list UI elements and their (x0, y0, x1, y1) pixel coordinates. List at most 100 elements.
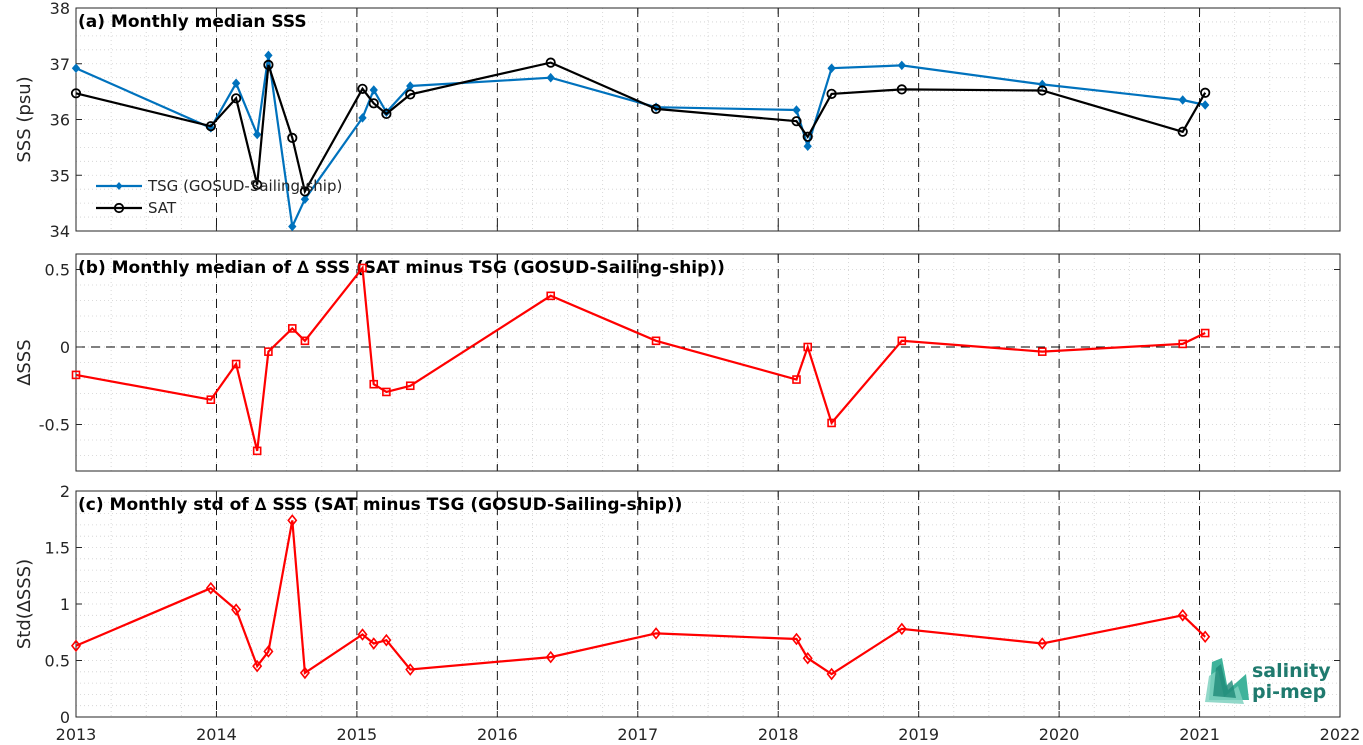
data-point (263, 59, 274, 70)
data-point (1200, 328, 1210, 338)
panel-b-delta-sss: -0.5 0 0.5 ∆SSS (b) Monthly median of ∆ SSS … (14, 253, 1341, 472)
y-tick-label: 0 (60, 338, 70, 357)
data-point (1177, 609, 1188, 622)
y-tick-label: 0 (60, 708, 70, 727)
data-point (791, 116, 802, 127)
y-tick-label: 34 (50, 222, 70, 241)
data-point (827, 63, 836, 73)
salinity-pi-mep-logo: salinity pi-mep (1205, 658, 1331, 704)
data-point (231, 78, 241, 89)
x-tick-label: 2014 (196, 725, 237, 744)
data-point (827, 418, 836, 428)
x-tick-label: 2018 (758, 725, 799, 744)
logo-line1: salinity (1252, 660, 1331, 682)
data-point (368, 637, 379, 650)
data-point (405, 381, 415, 391)
data-point (288, 221, 297, 232)
y-tick-label: 1.5 (45, 539, 70, 558)
y-axis-label: SSS (psu) (14, 76, 35, 162)
y-tick-label: 1 (60, 595, 70, 614)
data-point (381, 108, 392, 120)
x-tick-label: 2017 (617, 725, 658, 744)
data-point (71, 370, 81, 380)
data-point (803, 141, 812, 152)
logo-waves-icon (1205, 658, 1249, 704)
legend-label: SAT (148, 199, 177, 217)
y-tick-label: 2 (60, 482, 70, 501)
x-tick-label: 2015 (337, 725, 378, 744)
data-point (382, 387, 391, 397)
data-point (205, 581, 216, 595)
y-tick-label: 0.5 (45, 261, 70, 280)
series-line (75, 265, 1206, 452)
panel-title: (b) Monthly median of ∆ SSS (SAT minus T… (78, 258, 725, 278)
data-point (896, 84, 907, 95)
y-axis-label: ∆SSS (14, 339, 35, 386)
data-point (1037, 85, 1048, 96)
y-tick-label: -0.5 (39, 416, 70, 435)
data-point (264, 347, 273, 356)
data-point (826, 667, 837, 681)
data-point (231, 359, 241, 369)
data-point (1201, 100, 1210, 110)
legend: TSG (GOSUD-Sailing-ship) SAT (96, 177, 342, 217)
data-point (651, 627, 662, 640)
x-tick-label: 2020 (1039, 725, 1080, 744)
data-point (896, 622, 907, 636)
legend-label: TSG (GOSUD-Sailing-ship) (147, 177, 342, 195)
data-point (300, 336, 310, 346)
data-point (299, 666, 310, 680)
series-line (75, 520, 1206, 676)
data-point (1037, 347, 1047, 356)
data-point (802, 131, 813, 142)
x-tick-label: 2021 (1179, 725, 1220, 744)
data-point (1037, 637, 1048, 650)
data-point (897, 336, 907, 346)
data-point (1200, 630, 1211, 644)
y-tick-label: 36 (50, 111, 70, 130)
data-point (545, 650, 556, 664)
data-point (1178, 339, 1188, 349)
data-point (651, 336, 661, 346)
data-point (263, 645, 274, 658)
data-point (71, 63, 81, 73)
series-line (75, 61, 1207, 195)
data-point (206, 395, 216, 405)
data-point (1178, 95, 1187, 105)
data-point (792, 105, 801, 115)
data-point (357, 628, 368, 641)
data-point (300, 194, 310, 204)
legend-marker (115, 182, 123, 190)
data-point (802, 651, 813, 665)
legend-marker (113, 202, 125, 214)
data-point (253, 129, 262, 140)
data-point (897, 60, 906, 71)
y-axis-label: Std(∆SSS) (14, 559, 35, 649)
data-point (650, 103, 662, 115)
x-axis-year-labels: 2013 2014 2015 2016 2017 2018 2019 2020 2021 2022 (56, 725, 1361, 744)
x-tick-label: 2013 (56, 725, 97, 744)
y-tick-label: 0.5 (45, 652, 70, 671)
data-point (792, 375, 801, 384)
data-point (405, 89, 416, 100)
data-point (358, 113, 367, 123)
x-tick-label: 2019 (898, 725, 939, 744)
data-point (252, 659, 263, 673)
data-point (791, 632, 802, 646)
data-point (70, 88, 82, 99)
data-point (803, 342, 813, 352)
y-tick-label: 35 (50, 166, 70, 185)
data-point (231, 603, 242, 616)
panel-c-std-delta-sss: 0 0.5 1 1.5 2 Std(∆SSS) (c) Monthly std of ∆ S… (14, 482, 1341, 727)
series-line (75, 55, 1206, 231)
data-point (287, 132, 298, 143)
axes-box (75, 253, 1341, 472)
data-point (546, 72, 555, 83)
data-point (545, 57, 556, 68)
panel-title: (c) Monthly std of ∆ SSS (SAT minus TSG … (78, 495, 682, 515)
data-point (546, 291, 556, 301)
panel-a-sss: 34 35 36 37 38 SSS (psu) (a) Monthly median SS… (14, 0, 1341, 241)
data-point (252, 179, 263, 190)
data-point (826, 88, 837, 99)
